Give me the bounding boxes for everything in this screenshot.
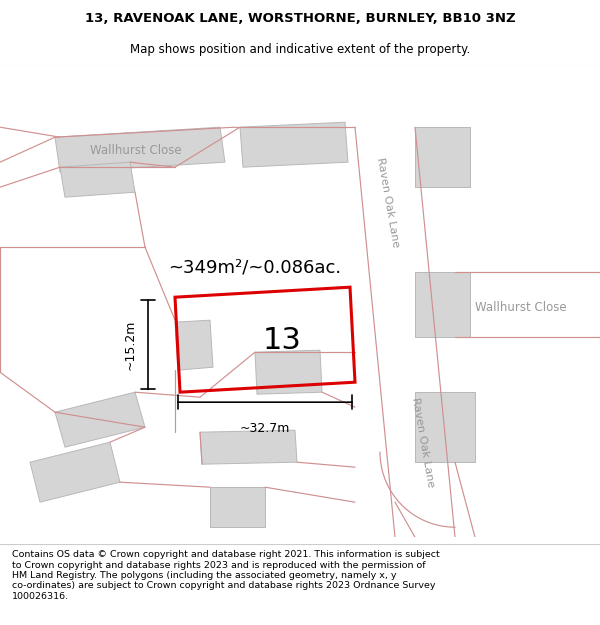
Polygon shape <box>200 430 297 464</box>
Polygon shape <box>55 127 225 172</box>
Text: ~15.2m: ~15.2m <box>124 320 137 371</box>
Text: 13: 13 <box>263 326 301 355</box>
Polygon shape <box>415 272 470 338</box>
Text: Raven Oak Lane: Raven Oak Lane <box>375 156 401 248</box>
Polygon shape <box>210 488 265 527</box>
Polygon shape <box>255 350 322 394</box>
Text: Wallhurst Close: Wallhurst Close <box>475 301 566 314</box>
Polygon shape <box>415 127 470 188</box>
Text: ~349m²/~0.086ac.: ~349m²/~0.086ac. <box>169 258 341 276</box>
Polygon shape <box>55 392 145 448</box>
Text: ~32.7m: ~32.7m <box>240 422 290 435</box>
Text: Contains OS data © Crown copyright and database right 2021. This information is : Contains OS data © Crown copyright and d… <box>12 550 440 601</box>
Text: 13, RAVENOAK LANE, WORSTHORNE, BURNLEY, BB10 3NZ: 13, RAVENOAK LANE, WORSTHORNE, BURNLEY, … <box>85 12 515 25</box>
Text: Wallhurst Close: Wallhurst Close <box>90 144 182 157</box>
Polygon shape <box>240 122 348 167</box>
Text: Raven Oak Lane: Raven Oak Lane <box>410 396 436 488</box>
Text: Map shows position and indicative extent of the property.: Map shows position and indicative extent… <box>130 42 470 56</box>
Polygon shape <box>415 392 475 462</box>
Polygon shape <box>175 320 213 370</box>
Polygon shape <box>30 442 120 503</box>
Polygon shape <box>60 162 135 198</box>
